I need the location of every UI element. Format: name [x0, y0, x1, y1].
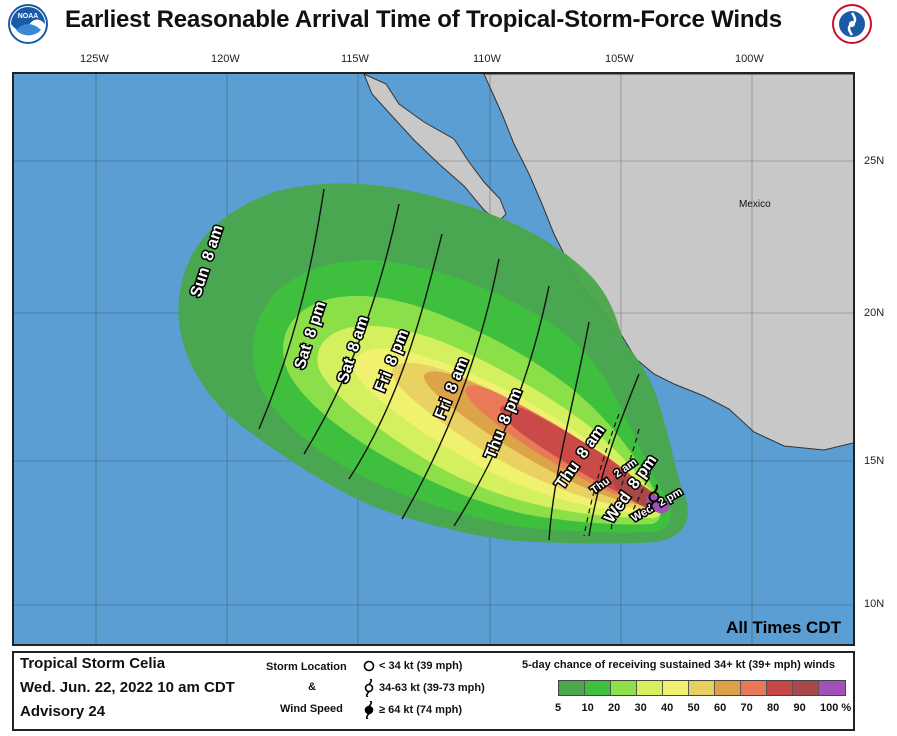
- colorbar-swatch: [559, 681, 585, 695]
- prob-80: [500, 404, 652, 503]
- issued-time: Wed. Jun. 22, 2022 10 am CDT: [20, 679, 235, 696]
- lat-label: 25N: [864, 155, 885, 167]
- colorbar-swatch: [663, 681, 689, 695]
- nws-logo-icon: [832, 4, 872, 44]
- colorbar-swatch: [611, 681, 637, 695]
- amp-label: &: [308, 681, 316, 693]
- wind-level-row: < 34 kt (39 mph): [362, 659, 462, 673]
- lon-label: 125W: [80, 53, 109, 65]
- lon-label: 110W: [473, 53, 501, 65]
- isochrone-line: [548, 321, 590, 541]
- wind-level-row: 34-63 kt (39-73 mph): [362, 679, 485, 697]
- colorbar-tick-label: 5: [555, 702, 562, 714]
- wind-level-text: 34-63 kt (39-73 mph): [379, 682, 485, 694]
- arrival-dashed-lines: [583, 413, 655, 537]
- lat-label: 20N: [864, 307, 885, 319]
- isochrone-line: [401, 258, 500, 520]
- isochrone-line: [588, 373, 640, 537]
- baja-peninsula: [363, 74, 507, 223]
- map-canvas: Mexico: [14, 74, 853, 644]
- prob-100: [646, 495, 670, 514]
- isochrone-line: [453, 285, 550, 527]
- colorbar-tick-label: 40: [661, 702, 674, 714]
- wind-level-text: < 34 kt (39 mph): [379, 660, 463, 672]
- probability-colorbar: [558, 680, 846, 696]
- colorbar-tick-label: 100 %: [820, 702, 852, 714]
- colorbar-tick-label: 50: [687, 702, 700, 714]
- tropical-storm-icon: [364, 679, 374, 697]
- isochrone-line: [303, 203, 400, 455]
- legend-panel: Tropical Storm Celia Wed. Jun. 22, 2022 …: [12, 651, 855, 731]
- lon-label: 120W: [211, 53, 240, 65]
- isochrone-dashed-line: [628, 463, 655, 520]
- colorbar-tick-label: 60: [714, 702, 727, 714]
- hurricane-icon: [364, 701, 374, 719]
- colorbar-swatch: [689, 681, 715, 695]
- noaa-logo-icon: NOAA: [8, 4, 48, 44]
- colorbar-swatch: [819, 681, 845, 695]
- colorbar-swatch: [741, 681, 767, 695]
- arrival-lines: [258, 188, 640, 541]
- colorbar-swatch: [767, 681, 793, 695]
- lon-label: 100W: [735, 53, 764, 65]
- colorbar-swatch: [715, 681, 741, 695]
- isochrone-dashed-line: [610, 428, 640, 533]
- colorbar-tick-label: 20: [608, 702, 621, 714]
- lon-label: 105W: [605, 53, 634, 65]
- colorbar-tick-label: 30: [634, 702, 647, 714]
- storm-name: Tropical Storm Celia: [20, 655, 166, 672]
- header: NOAA Earliest Reasonable Arrival Time of…: [0, 0, 897, 46]
- storm-location-label: Storm Location: [266, 661, 347, 673]
- lat-label: 10N: [864, 598, 885, 610]
- colorbar-tick-label: 10: [581, 702, 594, 714]
- tropical-storm-icon: [648, 484, 660, 510]
- open-circle-icon: [363, 660, 375, 672]
- wind-level-text: ≥ 64 kt (74 mph): [379, 704, 463, 716]
- isochrone-line: [348, 233, 443, 480]
- wind-level-row: ≥ 64 kt (74 mph): [362, 701, 462, 719]
- advisory-number: Advisory 24: [20, 703, 106, 720]
- wind-speed-label: Wind Speed: [280, 703, 343, 715]
- colorbar-tick-label: 70: [740, 702, 753, 714]
- colorbar-swatch: [585, 681, 611, 695]
- probability-title: 5-day chance of receiving sustained 34+ …: [522, 659, 835, 671]
- lon-label: 115W: [341, 53, 369, 65]
- colorbar-swatch: [637, 681, 663, 695]
- all-times-label: All Times CDT: [726, 618, 841, 637]
- land-label: Mexico: [739, 199, 771, 210]
- colorbar-tick-label: 80: [767, 702, 780, 714]
- isochrone-line: [258, 188, 325, 430]
- probability-ticks: 5 10 20 30 40 50 60 70 80 90 100 %: [547, 702, 867, 718]
- map-panel[interactable]: Mexico: [12, 72, 855, 646]
- svg-text:NOAA: NOAA: [18, 13, 39, 20]
- colorbar-swatch: [793, 681, 819, 695]
- isochrone-dashed-line: [583, 413, 620, 537]
- colorbar-tick-label: 90: [793, 702, 806, 714]
- lat-label: 15N: [864, 455, 885, 467]
- page-title: Earliest Reasonable Arrival Time of Trop…: [65, 6, 782, 33]
